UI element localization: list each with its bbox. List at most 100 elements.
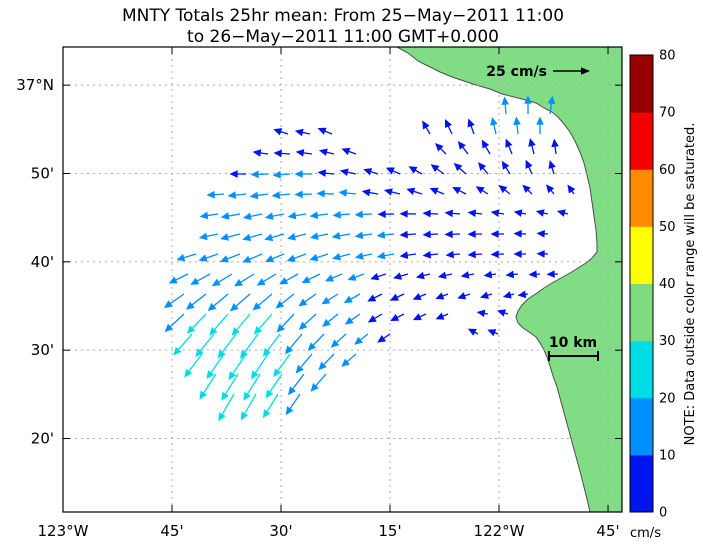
current-vector xyxy=(242,253,263,263)
colorbar-segment xyxy=(630,340,653,399)
y-tick-label: 37°N xyxy=(16,76,54,94)
current-vector xyxy=(195,333,215,357)
current-vector xyxy=(347,273,365,281)
current-vector xyxy=(262,393,279,419)
current-vector xyxy=(227,191,247,199)
colorbar-tick-label: 60 xyxy=(659,163,676,178)
current-vector xyxy=(354,231,373,240)
current-vector xyxy=(377,210,395,218)
current-vector xyxy=(536,250,549,258)
current-vector xyxy=(249,191,269,200)
current-vector xyxy=(408,166,423,175)
current-vector xyxy=(525,159,533,175)
current-vector xyxy=(321,293,339,305)
current-vector xyxy=(377,333,391,343)
colorbar: 0 10 20 30 40 50 60 70 80 xyxy=(629,49,676,521)
current-vector xyxy=(548,160,556,175)
current-vector xyxy=(344,313,361,325)
current-vector xyxy=(524,95,532,114)
vector-field-layer xyxy=(163,95,576,422)
current-vector xyxy=(294,128,311,137)
current-vector xyxy=(444,230,461,239)
land-polygon xyxy=(396,46,623,513)
current-vector xyxy=(285,393,301,416)
current-vector xyxy=(199,373,217,400)
current-vector xyxy=(354,333,369,345)
colorbar-tick-label: 50 xyxy=(659,220,676,235)
current-vector xyxy=(190,273,211,285)
current-vector xyxy=(354,252,373,260)
plot-title-line2: to 26−May−2011 11:00 GMT+0.000 xyxy=(187,27,499,47)
current-vector xyxy=(211,273,233,287)
current-vector xyxy=(385,167,401,175)
x-tick-label: 45' xyxy=(596,522,619,540)
current-vector xyxy=(363,168,379,176)
current-vector xyxy=(545,184,555,195)
current-vector xyxy=(209,313,229,336)
static-text-layer: MNTY Totals 25hr mean: From 25−May−2011 … xyxy=(122,6,698,541)
colorbar-segment xyxy=(630,55,653,113)
scale-bar xyxy=(548,351,599,361)
axes-frame xyxy=(62,46,623,513)
current-vector xyxy=(163,293,185,309)
current-vector xyxy=(505,138,513,155)
current-vector xyxy=(481,139,491,155)
current-vector xyxy=(517,290,529,299)
current-vector xyxy=(528,137,536,155)
colorbar-tick-label: 10 xyxy=(659,448,676,463)
current-vector xyxy=(467,118,475,135)
current-vector xyxy=(513,116,521,135)
scale-bar-label: 10 km xyxy=(549,335,597,351)
current-vector xyxy=(551,138,559,155)
current-vector xyxy=(383,188,401,196)
current-vector xyxy=(422,120,431,135)
current-vector xyxy=(198,253,219,262)
current-vector xyxy=(513,250,526,258)
y-tick-label: 50' xyxy=(31,164,54,182)
current-vector xyxy=(309,211,329,220)
current-vector xyxy=(422,230,439,239)
current-vector xyxy=(330,333,347,348)
current-vector xyxy=(460,271,475,279)
current-vector xyxy=(250,353,269,380)
current-vector xyxy=(467,209,483,218)
current-vector xyxy=(220,233,241,241)
current-vector xyxy=(535,209,549,217)
current-vector xyxy=(513,230,527,238)
current-vector xyxy=(287,233,307,241)
x-tick-label: 15' xyxy=(378,522,401,540)
current-vector xyxy=(206,353,225,380)
generated-base-layer xyxy=(62,46,623,513)
current-vector xyxy=(207,293,229,312)
current-vector xyxy=(221,373,239,401)
current-vector xyxy=(376,231,395,239)
current-vector xyxy=(324,273,343,282)
current-vector xyxy=(399,210,417,218)
current-vector xyxy=(483,270,497,279)
colorbar-segment xyxy=(630,283,653,342)
current-vector xyxy=(490,230,504,238)
current-vector xyxy=(522,184,533,195)
current-vector xyxy=(218,393,235,422)
plot-title-line1: MNTY Totals 25hr mean: From 25−May−2011 … xyxy=(122,6,564,26)
colorbar-tick-label: 20 xyxy=(659,391,676,406)
x-tick-label: 45' xyxy=(160,522,183,540)
current-vector xyxy=(279,273,299,285)
current-vector xyxy=(536,116,544,134)
current-vector xyxy=(309,232,329,240)
current-vector xyxy=(228,353,247,381)
current-vector xyxy=(253,313,273,335)
current-vector xyxy=(242,212,263,221)
current-vector xyxy=(276,313,295,333)
current-vector xyxy=(444,209,461,218)
current-vector xyxy=(234,273,255,287)
current-vector xyxy=(275,293,295,309)
colorbar-segment xyxy=(630,226,653,284)
colorbar-tick-label: 80 xyxy=(659,49,676,64)
current-vector xyxy=(287,211,307,220)
current-vector xyxy=(264,233,285,242)
current-vector xyxy=(429,187,445,195)
current-vector xyxy=(219,253,241,263)
generated-top-layer: 123°W 45' 30' 15' 122°W 45' 37°N 50' 40' 30' 20' 0 1… xyxy=(16,46,676,540)
